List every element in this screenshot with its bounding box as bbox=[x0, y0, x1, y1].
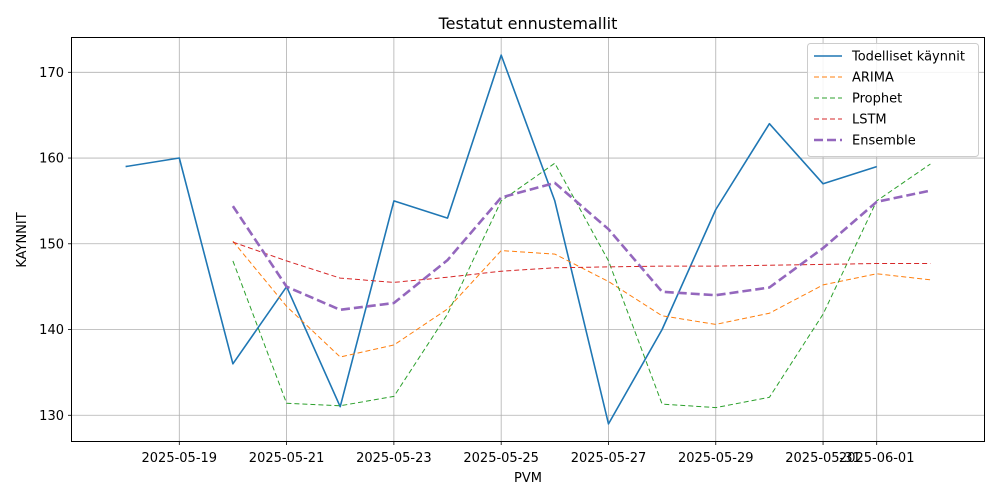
x-tick-label: 2025-05-21 bbox=[249, 451, 325, 466]
y-tick-label: 140 bbox=[39, 323, 64, 338]
y-tick-label: 150 bbox=[39, 237, 64, 252]
x-axis-ticks: 2025-05-19 2025-05-21 2025-05-23 2025-05-25… bbox=[142, 441, 915, 466]
x-tick-label: 2025-05-25 bbox=[463, 451, 539, 466]
y-tick-label: 160 bbox=[39, 152, 64, 167]
y-tick-label: 170 bbox=[39, 66, 64, 81]
series-line bbox=[232, 241, 931, 283]
series-line bbox=[232, 162, 931, 409]
series-line bbox=[125, 54, 877, 425]
series-line bbox=[231, 181, 931, 312]
legend-box bbox=[807, 43, 979, 157]
x-tick-label: 2025-05-31 bbox=[785, 451, 861, 466]
x-tick-label: 2025-05-23 bbox=[356, 451, 432, 466]
legend: Todelliset käynnit ARIMA Prophet LSTM Ensemb… bbox=[807, 43, 979, 157]
chart-title: Testatut ennustemallit bbox=[438, 14, 618, 33]
x-tick-label: 2025-05-29 bbox=[678, 451, 754, 466]
y-tick-label: 130 bbox=[39, 409, 64, 424]
legend-label: Todelliset käynnit bbox=[851, 50, 965, 65]
legend-label: Ensemble bbox=[852, 134, 916, 149]
y-axis-title: KAYNNIT bbox=[15, 212, 30, 267]
x-tick-label: 2025-06-01 bbox=[839, 451, 915, 466]
series-lines bbox=[125, 54, 931, 425]
legend-label: ARIMA bbox=[852, 71, 894, 86]
legend-label: LSTM bbox=[852, 113, 887, 128]
x-axis-title: PVM bbox=[514, 471, 542, 486]
x-tick-label: 2025-05-27 bbox=[571, 451, 647, 466]
plot-frame bbox=[71, 37, 985, 442]
series-line bbox=[232, 240, 931, 358]
y-axis-ticks: 130 140 150 160 170 bbox=[39, 66, 72, 424]
x-tick-label: 2025-05-19 bbox=[142, 451, 218, 466]
legend-label: Prophet bbox=[852, 92, 902, 107]
